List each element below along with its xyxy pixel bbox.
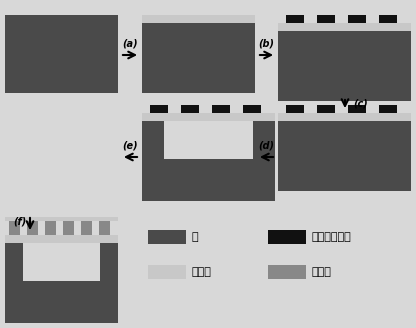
- Bar: [181, 113, 199, 121]
- Bar: [397, 113, 411, 121]
- Bar: [5, 15, 118, 93]
- Bar: [286, 15, 304, 23]
- Text: (d): (d): [258, 140, 274, 150]
- Bar: [81, 221, 92, 235]
- Bar: [142, 23, 255, 93]
- Bar: [278, 31, 411, 101]
- Bar: [212, 113, 230, 121]
- Bar: [5, 235, 118, 243]
- Bar: [261, 113, 275, 121]
- Bar: [379, 105, 397, 113]
- Bar: [27, 221, 38, 235]
- Bar: [5, 243, 23, 323]
- Bar: [317, 15, 335, 23]
- Bar: [278, 113, 286, 121]
- Bar: [45, 221, 56, 235]
- Bar: [142, 159, 275, 201]
- Text: 电子束光刻胶: 电子束光刻胶: [311, 232, 351, 242]
- Text: (b): (b): [258, 38, 274, 48]
- Bar: [268, 230, 306, 244]
- Bar: [379, 113, 397, 121]
- Bar: [379, 15, 397, 23]
- Bar: [5, 281, 118, 323]
- Text: (a): (a): [122, 38, 138, 48]
- Bar: [63, 221, 74, 235]
- Bar: [100, 243, 118, 323]
- Bar: [243, 105, 261, 113]
- Text: (e): (e): [122, 140, 138, 150]
- Bar: [348, 105, 366, 113]
- Bar: [268, 265, 306, 279]
- Bar: [168, 113, 181, 121]
- Bar: [286, 113, 304, 121]
- Bar: [142, 121, 164, 201]
- Text: 氮化物: 氮化物: [311, 267, 331, 277]
- Bar: [148, 265, 186, 279]
- Bar: [148, 230, 186, 244]
- Bar: [150, 105, 168, 113]
- Bar: [99, 221, 110, 235]
- Bar: [253, 121, 275, 201]
- Text: 硅: 硅: [191, 232, 198, 242]
- Bar: [348, 15, 366, 23]
- Text: (c): (c): [353, 99, 368, 109]
- Bar: [278, 23, 411, 31]
- Bar: [164, 121, 253, 159]
- Bar: [230, 113, 243, 121]
- Bar: [181, 105, 199, 113]
- Bar: [317, 113, 335, 121]
- Bar: [142, 113, 150, 121]
- Bar: [150, 113, 168, 121]
- Bar: [348, 113, 366, 121]
- Bar: [304, 113, 317, 121]
- Bar: [243, 113, 261, 121]
- Bar: [335, 113, 348, 121]
- Bar: [212, 105, 230, 113]
- Text: 氧化铪: 氧化铪: [191, 267, 211, 277]
- Bar: [142, 15, 255, 23]
- Bar: [317, 105, 335, 113]
- Bar: [199, 113, 212, 121]
- Bar: [9, 221, 20, 235]
- Text: (f): (f): [13, 217, 27, 227]
- Bar: [278, 121, 411, 191]
- Bar: [286, 105, 304, 113]
- Bar: [366, 113, 379, 121]
- Bar: [23, 243, 100, 281]
- Bar: [5, 217, 118, 221]
